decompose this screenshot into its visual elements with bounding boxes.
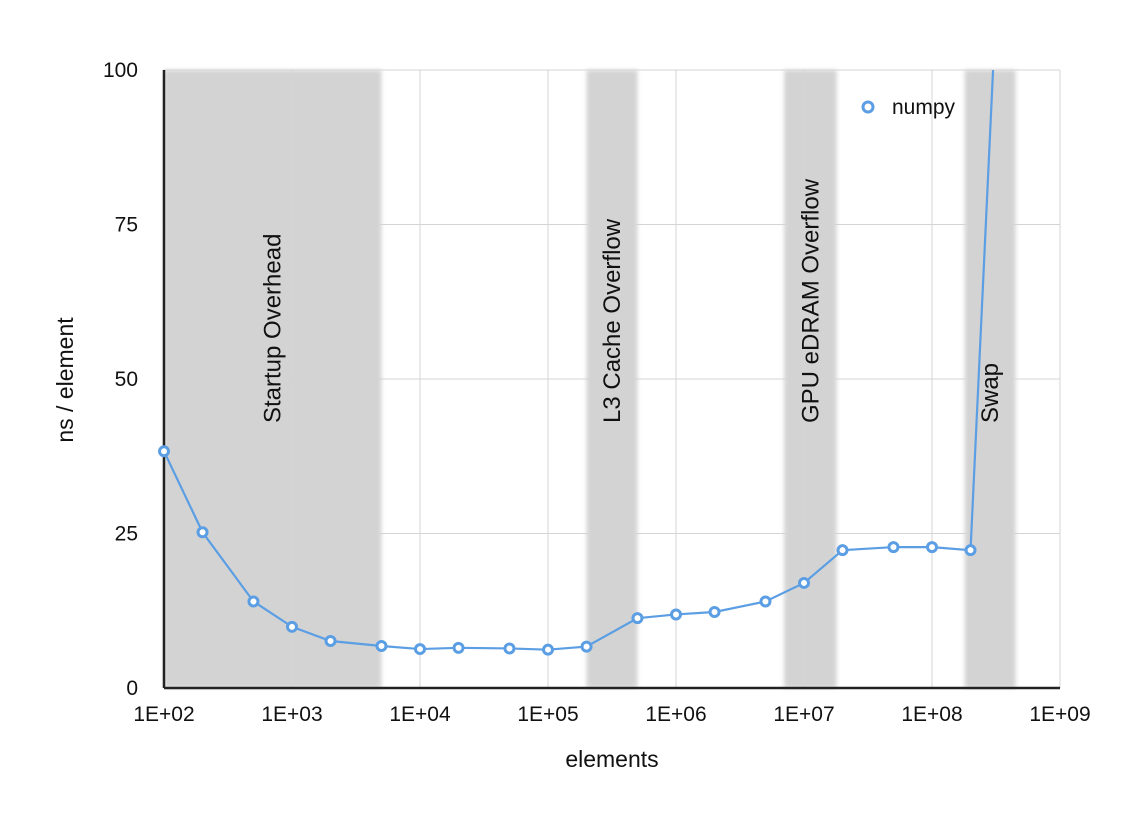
data-point-15 bbox=[798, 576, 810, 589]
data-point-18 bbox=[926, 541, 938, 554]
x-tick-label-1: 1E+03 bbox=[261, 703, 322, 726]
region-label-2: GPU eDRAM Overflow bbox=[797, 178, 824, 423]
data-point-6 bbox=[414, 643, 426, 656]
x-tick-label-5: 1E+07 bbox=[773, 703, 834, 726]
data-point-19 bbox=[964, 544, 977, 557]
data-point-17 bbox=[887, 541, 900, 554]
region-label-0: Startup Overhead bbox=[260, 234, 287, 423]
data-point-4 bbox=[324, 635, 337, 648]
y-axis-title: ns / element bbox=[52, 317, 78, 443]
x-tick-label-2: 1E+04 bbox=[389, 703, 451, 726]
region-label-3: Swap bbox=[977, 363, 1004, 423]
data-point-2 bbox=[247, 595, 260, 608]
x-axis-title: elements bbox=[565, 746, 658, 772]
region-labels: Startup Overhead L3 Cache Overflow GPU eDR… bbox=[260, 178, 1004, 423]
y-tick-label-0: 0 bbox=[126, 677, 138, 700]
data-point-14 bbox=[759, 595, 772, 608]
y-tick-label-3: 75 bbox=[115, 214, 138, 237]
x-tick-label-7: 1E+09 bbox=[1029, 703, 1090, 726]
data-point-5 bbox=[375, 639, 388, 652]
x-tick-label-6: 1E+08 bbox=[901, 703, 962, 726]
data-point-7 bbox=[452, 641, 465, 654]
data-point-12 bbox=[670, 608, 682, 621]
data-point-0 bbox=[158, 445, 170, 458]
legend-marker-0 bbox=[861, 100, 875, 114]
x-tick-label-0: 1E+02 bbox=[133, 703, 194, 726]
y-tick-label-4: 100 bbox=[103, 59, 138, 82]
data-point-1 bbox=[196, 526, 209, 539]
data-point-11 bbox=[631, 612, 644, 625]
data-point-3 bbox=[286, 620, 298, 633]
legend-label-0: numpy bbox=[892, 96, 956, 119]
tick-labels: 1E+02 1E+03 1E+04 1E+05 1E+06 1E+07 1E+08 1E+09… bbox=[103, 59, 1091, 726]
grid-lines bbox=[164, 69, 1061, 688]
data-point-9 bbox=[542, 643, 554, 656]
series-layer bbox=[158, 69, 995, 656]
region-label-1: L3 Cache Overflow bbox=[599, 218, 626, 423]
y-tick-label-1: 25 bbox=[115, 523, 138, 546]
data-point-16 bbox=[836, 544, 849, 557]
legend: numpy bbox=[861, 96, 956, 119]
data-point-8 bbox=[503, 642, 516, 655]
data-point-13 bbox=[708, 605, 721, 618]
axes bbox=[162, 70, 1060, 690]
x-tick-label-3: 1E+05 bbox=[517, 703, 578, 726]
x-tick-label-4: 1E+06 bbox=[645, 703, 706, 726]
y-tick-label-2: 50 bbox=[115, 368, 138, 391]
data-point-10 bbox=[580, 640, 593, 653]
